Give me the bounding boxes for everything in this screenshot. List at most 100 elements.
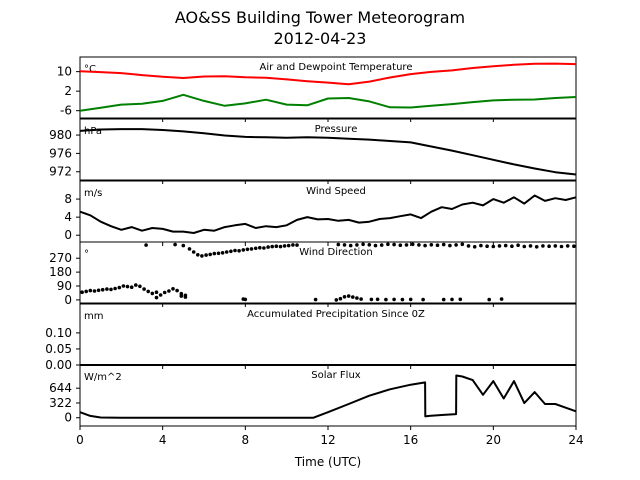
wind-dir-point-2: [88, 288, 93, 293]
y-tick-label-solar-0: 644: [49, 381, 72, 395]
wind-dir-point-70: [379, 243, 384, 247]
wind-dir-point-43: [245, 247, 250, 252]
wind-dir-point-69: [373, 243, 378, 248]
wind-dir-point-109: [400, 297, 405, 302]
wind-dir-point-58: [342, 295, 347, 299]
wind-dir-point-45: [253, 246, 258, 251]
wind-dir-point-55: [295, 243, 299, 247]
wind-dir-point-10: [121, 284, 126, 288]
wind-dir-point-73: [398, 243, 403, 247]
wind-dir-point-115: [487, 297, 492, 302]
wind-dir-point-30: [191, 250, 196, 254]
y-tick-label-wind-0: 8: [64, 192, 72, 206]
wind-dir-point-14: [138, 284, 142, 289]
panel-unit-wind: m/s: [84, 188, 102, 199]
wind-dir-point-34: [208, 252, 212, 257]
wind-dir-point-6: [105, 287, 109, 291]
wind-dir-point-77: [423, 243, 427, 248]
panel-title-wind: Wind Speed: [306, 186, 366, 197]
y-tick-label-wind-2: 0: [64, 228, 72, 242]
wind-dir-point-40: [233, 248, 237, 253]
wind-dir-point-75: [410, 242, 415, 247]
wind-dir-point-26: [144, 243, 148, 247]
y-tick-label-precip-0: 0.10: [45, 326, 72, 340]
y-tick-label-winddir-0: 270: [49, 251, 72, 265]
wind-dir-point-108: [392, 297, 396, 302]
wind-dir-point-53: [286, 243, 291, 248]
wind-dir-point-110: [408, 297, 413, 302]
x-tick-label-2: 8: [242, 433, 250, 447]
wind-dir-point-59: [346, 294, 351, 298]
wind-dir-point-92: [516, 243, 520, 247]
wind-dir-point-67: [361, 242, 365, 247]
panel-unit-solar: W/m^2: [84, 372, 122, 383]
x-tick-label-3: 12: [320, 433, 335, 447]
wind-dir-point-101: [572, 244, 576, 248]
wind-dir-point-13: [134, 283, 138, 287]
wind-dir-point-18: [154, 290, 159, 295]
wind-dir-point-9: [117, 285, 122, 290]
wind-dir-point-80: [441, 242, 446, 247]
wind-dir-point-31: [196, 253, 200, 257]
wind-dir-point-20: [162, 290, 167, 295]
y-tick-label-temp-0: 10: [57, 65, 72, 79]
wind-dir-point-16: [146, 289, 150, 294]
y-tick-label-precip-2: 0.00: [45, 358, 72, 372]
wind-dir-point-60: [351, 295, 355, 299]
wind-dir-point-113: [450, 297, 454, 302]
wind-dir-point-38: [224, 250, 229, 254]
wind-dir-point-96: [541, 244, 545, 248]
wind-dir-point-119: [183, 295, 188, 299]
panel-title-winddir: Wind Direction: [299, 247, 373, 258]
wind-dir-point-21: [167, 289, 171, 293]
y-tick-label-solar-2: 0: [64, 411, 72, 425]
wind-dir-point-0: [80, 290, 84, 295]
y-tick-label-winddir-3: 0: [64, 293, 72, 307]
wind-dir-point-29: [187, 247, 192, 251]
wind-dir-point-88: [491, 244, 496, 249]
wind-dir-point-35: [212, 251, 217, 256]
wind-dir-point-117: [154, 295, 159, 300]
y-tick-label-pressure-0: 980: [49, 128, 72, 142]
wind-dir-point-65: [348, 243, 353, 248]
wind-dir-point-94: [528, 244, 533, 248]
wind-dir-point-98: [553, 244, 558, 248]
wind-dir-point-99: [559, 244, 564, 249]
wind-dir-point-90: [503, 243, 508, 248]
wind-dir-point-116: [499, 297, 504, 301]
wind-dir-point-87: [485, 244, 489, 248]
wind-dir-point-57: [338, 296, 343, 301]
panel-title-precip: Accumulated Precipitation Since 0Z: [247, 309, 425, 320]
wind-dir-point-8: [113, 286, 117, 291]
wind-dir-point-91: [510, 244, 514, 248]
wind-dir-point-71: [386, 242, 390, 247]
wind-dir-point-28: [181, 243, 186, 248]
wind-dir-point-5: [100, 287, 105, 292]
wind-dir-point-118: [179, 294, 184, 298]
wind-dir-point-15: [142, 287, 146, 291]
series-line-temp-0: [79, 62, 577, 86]
wind-dir-point-61: [355, 296, 359, 300]
wind-dir-point-95: [534, 245, 539, 249]
wind-dir-point-84: [466, 244, 471, 248]
wind-dir-point-47: [262, 246, 266, 250]
panel-wind: Wind Speed m/s 8 4 0: [64, 180, 577, 246]
wind-dir-point-112: [441, 297, 446, 302]
wind-dir-point-89: [497, 244, 502, 248]
panel-temp: Air and Dewpoint Temperature °C 10 2 -6: [57, 56, 577, 122]
wind-dir-point-66: [355, 243, 359, 247]
wind-dir-point-81: [448, 243, 452, 248]
panel-unit-temp: °C: [84, 64, 96, 75]
wind-dir-point-106: [375, 297, 380, 302]
wind-dir-point-41: [237, 249, 241, 253]
panel-unit-pressure: hPa: [84, 126, 102, 137]
wind-dir-point-104: [313, 297, 318, 302]
panel-title-solar: Solar Flux: [311, 370, 361, 381]
series-line-wind-0: [79, 194, 577, 234]
y-tick-label-winddir-2: 90: [57, 279, 72, 293]
wind-dir-point-72: [392, 242, 396, 247]
wind-dir-point-85: [472, 245, 477, 249]
